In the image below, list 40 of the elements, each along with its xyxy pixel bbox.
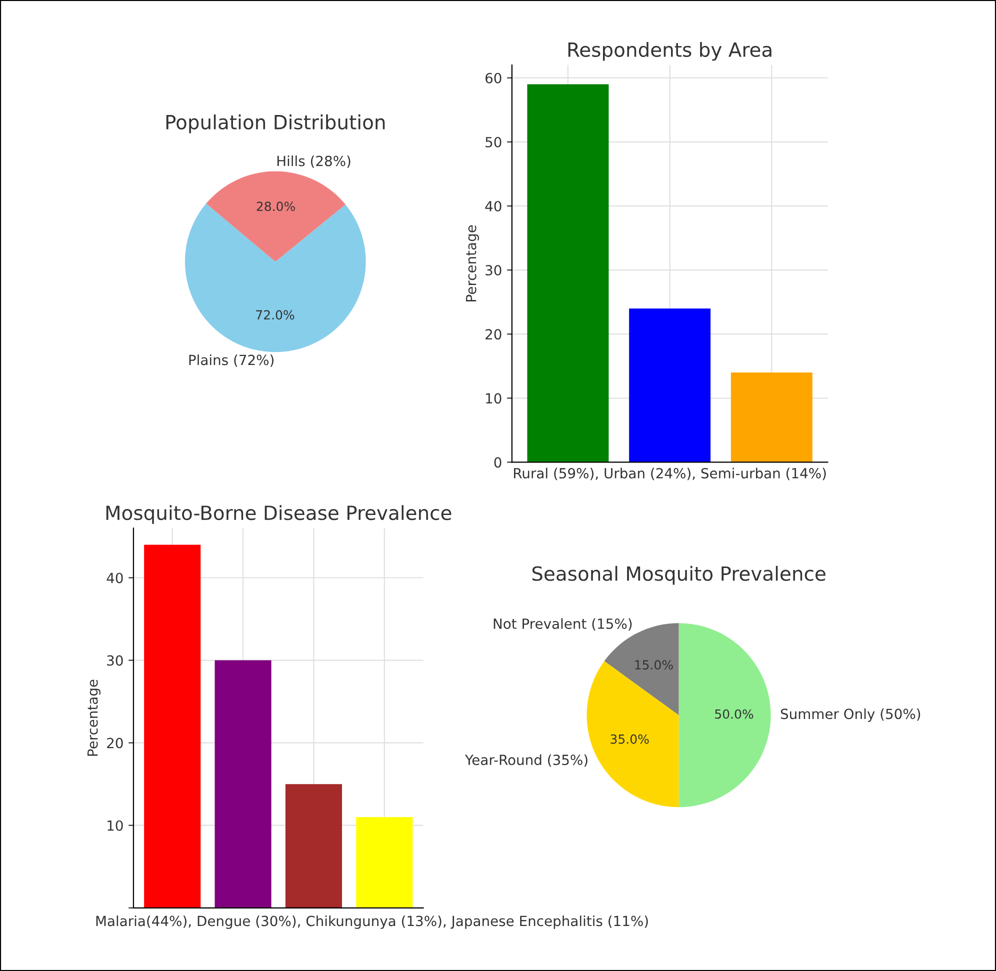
y-tick-label: 40: [485, 200, 502, 212]
chart-title: Seasonal Mosquito Prevalence: [532, 566, 826, 585]
slice-label: Hills (28%): [277, 155, 350, 168]
y-tick-label: 10: [486, 393, 502, 404]
y-tick-label: 10: [108, 820, 123, 831]
bar: [356, 817, 413, 908]
y-tick-label: 30: [107, 655, 123, 666]
data-label: 15.0%: [635, 660, 673, 670]
x-axis-title: Rural (59%), Urban (24%), Semi-urban (14%): [514, 468, 826, 480]
chart-title: Mosquito-Borne Disease Prevalence: [106, 505, 452, 524]
y-tick-label: 30: [486, 265, 502, 276]
y-tick-label: 60: [486, 72, 502, 84]
pie-slice: [678, 623, 771, 808]
x-axis-title: Malaria(44%), Dengue (30%), Chikungunya (13%), Japanese Encephalitis (11%): [96, 915, 648, 929]
pie-slice: [206, 171, 346, 262]
slice-label: Not Prevalent (15%): [494, 618, 632, 631]
bar: [144, 544, 201, 908]
slice-label: Plains (72%): [189, 354, 274, 367]
data-label: 28.0%: [256, 202, 295, 212]
data-label: 50.0%: [715, 709, 754, 719]
bar: [629, 308, 711, 462]
slice-label: Year-Round (35%): [464, 754, 588, 767]
pie-slice: [586, 661, 679, 808]
chart-title: Respondents by Area: [568, 42, 772, 61]
bar: [214, 660, 272, 908]
slice-label: Summer Only (50%): [780, 708, 920, 722]
y-tick-label: 0: [494, 457, 502, 468]
bar: [285, 784, 342, 908]
y-tick-label: 20: [107, 738, 123, 748]
y-axis-title: Percentage: [466, 225, 479, 302]
data-label: 35.0%: [610, 734, 649, 744]
y-axis-title: Percentage: [88, 680, 101, 756]
data-label: 72.0%: [256, 310, 294, 320]
bar: [527, 84, 609, 462]
pie-slice: [184, 204, 366, 352]
bar: [730, 372, 812, 462]
y-tick-label: 40: [106, 572, 123, 584]
y-tick-label: 20: [486, 329, 502, 340]
chart-title: Population Distribution: [166, 114, 385, 134]
y-tick-label: 50: [486, 136, 502, 148]
